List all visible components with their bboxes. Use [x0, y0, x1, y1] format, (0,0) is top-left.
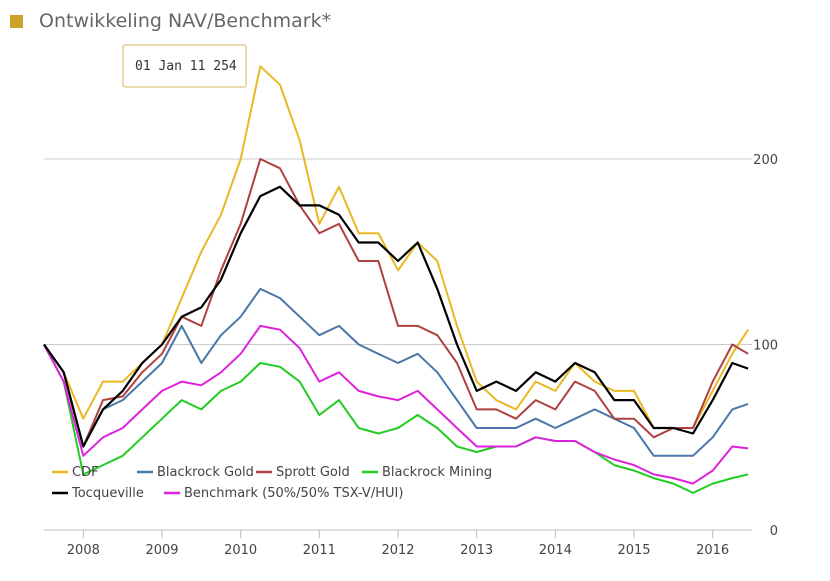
x-tick-label: 2013 [460, 543, 493, 558]
legend-label: Benchmark (50%/50% TSX-V/HUI) [184, 486, 403, 501]
series-line-tocqueville[interactable] [43, 185, 749, 448]
y-tick-label: 0 [770, 524, 778, 539]
legend-item[interactable]: CDF [52, 465, 99, 480]
tooltip: 01 Jan 11 254 [122, 44, 247, 88]
legend-item[interactable]: Benchmark (50%/50% TSX-V/HUI) [164, 486, 403, 501]
series-line-benchmark-50-50-tsx-v-hui-[interactable] [43, 324, 749, 485]
x-tick-label: 2015 [617, 543, 650, 558]
legend-item[interactable]: Tocqueville [52, 486, 144, 501]
series-line-blackrock-mining[interactable] [43, 344, 749, 494]
title-marker-icon [10, 14, 23, 28]
legend-item[interactable]: Sprott Gold [256, 465, 350, 480]
tooltip-box [122, 44, 247, 88]
legend-label: Sprott Gold [276, 465, 350, 480]
y-tick-label: 100 [753, 339, 778, 354]
legend-label: Blackrock Mining [382, 465, 492, 480]
y-tick-label: 200 [753, 153, 778, 168]
x-tick-label: 2014 [539, 543, 572, 558]
x-tick-label: 2016 [696, 543, 729, 558]
legend-label: CDF [72, 465, 99, 480]
title-text: Ontwikkeling NAV/Benchmark* [39, 10, 332, 32]
x-tick-label: 2010 [224, 543, 257, 558]
x-tick-label: 2011 [303, 543, 336, 558]
legend-item[interactable]: Blackrock Gold [137, 465, 254, 480]
series-line-blackrock-gold[interactable] [43, 287, 749, 457]
legend-item[interactable]: Blackrock Mining [362, 465, 492, 480]
tooltip-text: 01 Jan 11 254 [135, 59, 237, 74]
x-tick-label: 2009 [145, 543, 178, 558]
series-line-sprott-gold[interactable] [43, 158, 749, 448]
legend-label: Tocqueville [71, 486, 144, 501]
x-tick-label: 2008 [67, 543, 100, 558]
chart-title: Ontwikkeling NAV/Benchmark* [10, 8, 331, 34]
x-tick-label: 2012 [381, 543, 414, 558]
legend-label: Blackrock Gold [157, 465, 254, 480]
